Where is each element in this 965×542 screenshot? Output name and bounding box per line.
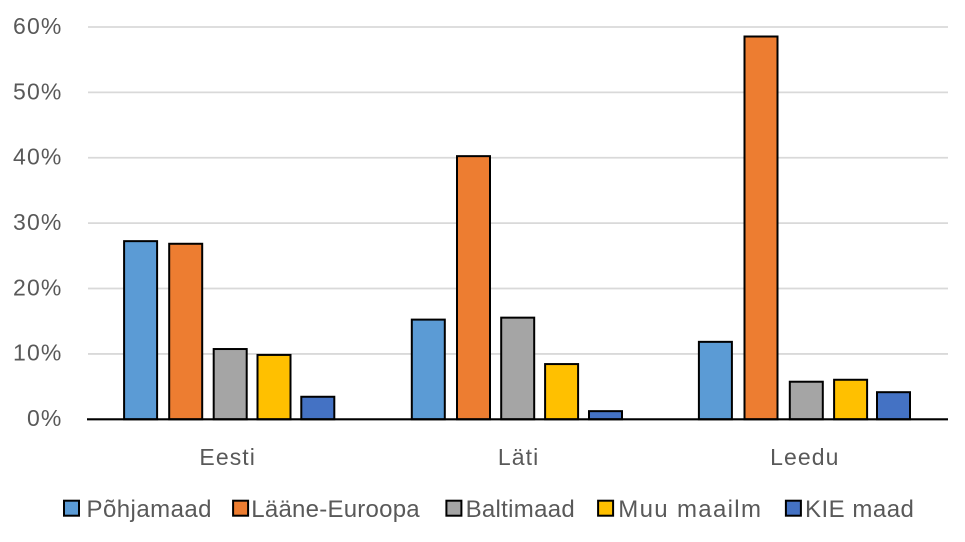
- svg-text:Baltimaad: Baltimaad: [466, 496, 575, 523]
- svg-text:0%: 0%: [27, 405, 63, 431]
- svg-text:Lääne-Euroopa: Lääne-Euroopa: [251, 496, 420, 523]
- svg-text:30%: 30%: [13, 209, 63, 235]
- svg-text:50%: 50%: [13, 78, 63, 104]
- svg-text:40%: 40%: [13, 144, 63, 170]
- svg-text:Leedu: Leedu: [770, 444, 839, 470]
- svg-text:Põhjamaad: Põhjamaad: [87, 496, 212, 523]
- svg-text:Läti: Läti: [498, 444, 539, 470]
- svg-text:Muu maailm: Muu maailm: [618, 496, 762, 523]
- svg-text:20%: 20%: [13, 274, 63, 300]
- svg-text:KIE maad: KIE maad: [805, 496, 914, 523]
- svg-text:Eesti: Eesti: [199, 444, 256, 470]
- svg-text:60%: 60%: [13, 13, 63, 39]
- svg-text:10%: 10%: [13, 340, 63, 366]
